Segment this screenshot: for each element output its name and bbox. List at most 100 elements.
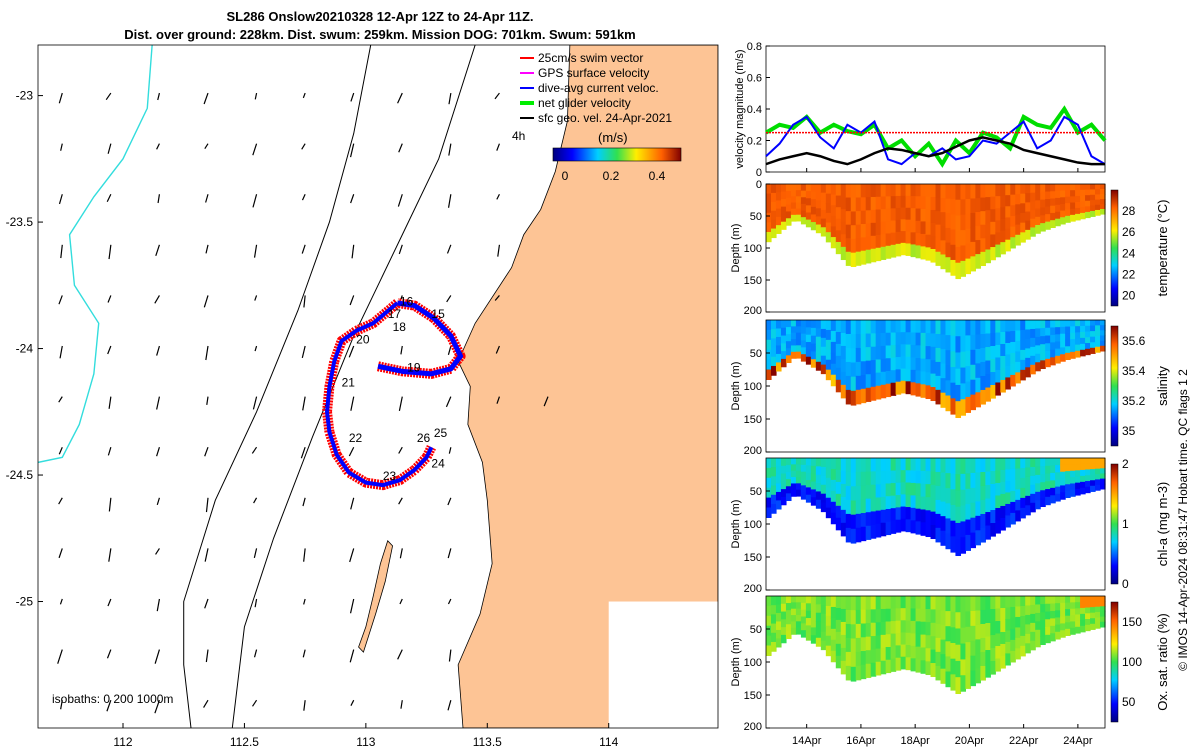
section-cell xyxy=(895,243,902,257)
section-cell xyxy=(1090,480,1096,487)
section-cell xyxy=(1095,474,1101,481)
section-cell xyxy=(965,184,971,200)
section-cell xyxy=(865,596,872,611)
section-cell xyxy=(775,200,782,210)
section-cell xyxy=(955,352,962,370)
section-cell xyxy=(885,483,892,497)
section-cell xyxy=(840,246,847,261)
section-cell xyxy=(840,660,847,675)
section-cell xyxy=(1075,326,1081,333)
section-y-tick-label: 200 xyxy=(744,583,762,595)
section-cell xyxy=(1085,320,1091,327)
section-cell xyxy=(1000,517,1006,531)
colorbar-tick-label: 35.6 xyxy=(1122,334,1146,348)
section-cell xyxy=(805,610,812,619)
section-cell xyxy=(1035,612,1041,622)
section-cell xyxy=(930,649,937,664)
section-cell xyxy=(975,458,981,474)
section-cell xyxy=(865,374,872,389)
section-cell xyxy=(1070,489,1076,497)
section-cell xyxy=(770,228,777,239)
current-vector xyxy=(301,143,306,150)
section-cell xyxy=(880,320,887,334)
section-cell xyxy=(1035,629,1041,639)
section-cell xyxy=(925,622,932,636)
section-cell xyxy=(870,196,877,211)
section-cell xyxy=(805,480,812,488)
section-cell xyxy=(965,198,971,215)
colorbar-tick-label: 0.4 xyxy=(649,169,666,183)
section-cell xyxy=(935,197,942,212)
section-cell xyxy=(840,320,847,334)
section-cell xyxy=(1040,360,1046,370)
section-cell xyxy=(1085,607,1091,614)
section-cell xyxy=(965,335,971,352)
current-vector xyxy=(154,649,161,664)
section-cell xyxy=(1020,605,1026,617)
section-cell xyxy=(825,349,832,361)
section-cell xyxy=(870,346,877,361)
section-cell xyxy=(830,617,837,630)
section-cell xyxy=(870,649,877,664)
section-cell xyxy=(870,484,877,499)
section-cell xyxy=(1045,473,1051,482)
section-cell xyxy=(945,242,952,258)
section-cell xyxy=(960,473,967,491)
section-cell xyxy=(865,636,872,651)
section-cell xyxy=(900,620,907,634)
section-cell xyxy=(970,212,976,229)
section-cell xyxy=(855,596,862,611)
section-cell xyxy=(875,184,882,198)
current-vector xyxy=(398,143,403,153)
section-cell xyxy=(766,467,772,479)
section-cell xyxy=(865,485,872,500)
current-vector xyxy=(397,92,403,104)
section-cell xyxy=(950,244,957,261)
colorbar-label: salinity xyxy=(1155,366,1170,406)
section-cell xyxy=(975,392,981,408)
map-blank-area xyxy=(608,601,718,728)
section-cell xyxy=(895,495,902,508)
section-cell xyxy=(820,337,827,348)
current-vector xyxy=(446,244,452,254)
section-cell xyxy=(1005,377,1011,390)
section-cell xyxy=(965,228,971,245)
section-cell xyxy=(820,192,827,202)
section-cell xyxy=(910,232,917,246)
colorbar-tick-label: 100 xyxy=(1122,655,1142,669)
section-cell xyxy=(1080,337,1086,345)
section-cell xyxy=(975,226,981,241)
section-cell xyxy=(1080,463,1086,471)
colorbar-label: temperature (°C) xyxy=(1155,200,1170,297)
coastline-land xyxy=(457,45,718,728)
section-cell xyxy=(815,353,822,363)
section-cell xyxy=(1080,343,1086,351)
section-cell xyxy=(1095,330,1101,337)
section-cell xyxy=(775,192,782,202)
section-cell xyxy=(860,237,867,252)
section-cell xyxy=(840,621,847,636)
current-vector xyxy=(398,396,403,412)
section-cell xyxy=(1090,596,1096,603)
section-cell xyxy=(965,243,971,260)
section-cell xyxy=(840,384,847,399)
section-cell xyxy=(1030,192,1036,202)
section-cell xyxy=(790,608,797,616)
section-cell xyxy=(990,484,996,498)
section-cell xyxy=(910,458,917,472)
section-cell xyxy=(875,359,882,374)
section-cell xyxy=(920,345,927,360)
section-cell xyxy=(1025,202,1031,213)
section-cell xyxy=(1075,195,1081,203)
current-vector xyxy=(252,699,258,707)
section-cell xyxy=(805,472,812,481)
section-y-tick-label: 50 xyxy=(750,624,762,636)
section-cell xyxy=(975,472,981,488)
section-cell xyxy=(875,523,882,538)
section-cell xyxy=(1060,478,1066,487)
section-cell xyxy=(925,346,932,360)
section-cell xyxy=(790,602,797,610)
section-cell xyxy=(810,335,817,345)
section-cell xyxy=(1075,596,1081,603)
section-cell xyxy=(865,333,872,348)
